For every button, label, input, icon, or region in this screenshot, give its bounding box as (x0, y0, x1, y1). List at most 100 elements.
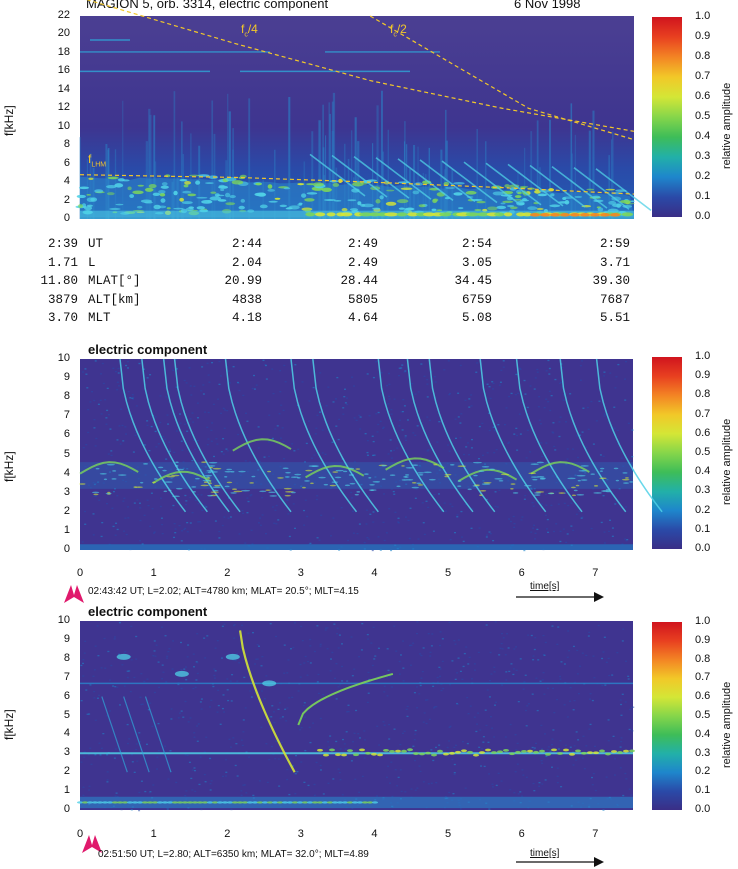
bot-noise-speckle (493, 666, 496, 668)
bot-noise-speckle (240, 739, 243, 741)
mid-emission-blob (163, 490, 168, 493)
mid-noise-speckle (160, 483, 163, 486)
bot-low-blob (102, 801, 108, 804)
bot-noise-speckle (322, 693, 325, 696)
top-low-blob (359, 212, 373, 217)
bot-noise-speckle (422, 781, 425, 783)
bot-noise-speckle (630, 794, 633, 796)
mid-noise-speckle (414, 497, 417, 499)
mid-noise-speckle (507, 480, 510, 482)
bot-noise-speckle (240, 794, 243, 796)
mid-noise-speckle (340, 506, 343, 509)
mid-noise-speckle (206, 443, 209, 446)
bot-noise-speckle (459, 670, 462, 673)
mid-noise-speckle (294, 527, 297, 530)
mid-emission-blob (418, 473, 424, 476)
bot-noise-speckle (337, 686, 340, 688)
bot-3khz-blob (557, 752, 563, 755)
bot-noise-speckle (135, 743, 138, 745)
bot-noise-speckle (234, 659, 237, 662)
mid-emission-blob (232, 488, 237, 491)
bot-noise-speckle (260, 690, 263, 692)
bot-noise-speckle (585, 745, 588, 747)
top-emission-blob (400, 187, 413, 190)
mid-noise-speckle (153, 531, 156, 533)
mid-noise-speckle (508, 441, 511, 443)
mid-noise-speckle (257, 426, 260, 428)
top-emission-blob (285, 207, 293, 210)
top-emission-blob (301, 193, 307, 198)
mid-noise-speckle (124, 517, 127, 519)
bot-noise-speckle (488, 696, 491, 698)
top-emission-blob (255, 182, 262, 186)
bot-noise-speckle (448, 740, 451, 742)
bot-noise-speckle (435, 782, 438, 784)
mid-emission-blob (212, 467, 222, 470)
bot-noise-speckle (138, 809, 141, 812)
bot-noise-speckle (152, 654, 155, 657)
bot-3khz-blob (503, 748, 509, 752)
mid-noise-speckle (189, 418, 192, 420)
bot-noise-speckle (427, 783, 430, 785)
bot-low-blob (142, 801, 148, 804)
top-emission-blob (94, 189, 104, 193)
colorbar-tick-label: 0.6 (695, 90, 711, 102)
mid-emission-blob (251, 475, 256, 478)
ephemeris-first-value: 1.71 (47, 255, 78, 270)
mid-noise-speckle (398, 479, 401, 482)
mid-subtitle: electric component (88, 342, 208, 357)
mid-noise-speckle (493, 430, 496, 432)
mid-noise-speckle (559, 416, 562, 418)
mid-noise-speckle (393, 493, 396, 495)
bot-noise-speckle (138, 791, 141, 794)
mid-noise-speckle (218, 530, 221, 533)
bot-noise-speckle (603, 636, 606, 638)
colorbar-tick-label: 0.2 (695, 170, 711, 182)
bot-noise-speckle (505, 671, 508, 673)
mid-noise-speckle (562, 399, 565, 401)
bot-noise-speckle (457, 639, 460, 641)
mid-noise-speckle (131, 394, 134, 396)
top-emission-blob (182, 190, 192, 194)
mid-emission-blob (224, 475, 228, 478)
mid-noise-speckle (271, 368, 274, 370)
top-emission-blob (453, 192, 463, 196)
colorbar-title: relative amplitude (721, 418, 733, 505)
bot-noise-speckle (430, 782, 433, 784)
mid-noise-speckle (279, 437, 282, 439)
top-dispersed-trace (441, 160, 498, 204)
top-emission-blob (259, 204, 268, 209)
bot-noise-speckle (453, 746, 456, 749)
colorbar-tick-label: 1.0 (695, 10, 711, 22)
ephemeris-value: 2.49 (347, 255, 378, 270)
bot-noise-speckle (206, 635, 209, 637)
mid-noise-speckle (227, 370, 230, 372)
bot-3khz-blob (449, 751, 455, 755)
mid-noise-speckle (380, 467, 383, 469)
mid-noise-speckle (159, 497, 162, 499)
mid-noise-speckle (286, 499, 289, 501)
bot-noise-speckle (487, 741, 490, 743)
bot-noise-speckle (402, 640, 405, 642)
bot-noise-speckle (423, 712, 426, 714)
bot-noise-speckle (196, 672, 199, 675)
top-emission-blob (224, 192, 231, 198)
mid-noise-speckle (447, 444, 450, 446)
bot-3khz-blob (491, 751, 497, 754)
top-emission-blob (514, 195, 522, 198)
mid-noise-speckle (426, 416, 429, 418)
mid-noise-speckle (385, 532, 388, 534)
mid-noise-speckle (332, 401, 335, 403)
bot-noise-speckle (319, 717, 322, 720)
bot-noise-speckle (165, 681, 168, 683)
bot-noise-speckle (527, 703, 530, 705)
mid-emission-blob (599, 470, 604, 472)
mid-noise-speckle (89, 487, 92, 489)
bot-noise-speckle (425, 722, 428, 725)
mid-noise-speckle (590, 400, 593, 403)
bot-noise-speckle (436, 681, 439, 683)
mid-noise-speckle (181, 449, 184, 451)
mid-noise-speckle (371, 549, 374, 552)
bot-noise-speckle (383, 685, 386, 687)
y-tick-label: 6 (63, 689, 70, 702)
